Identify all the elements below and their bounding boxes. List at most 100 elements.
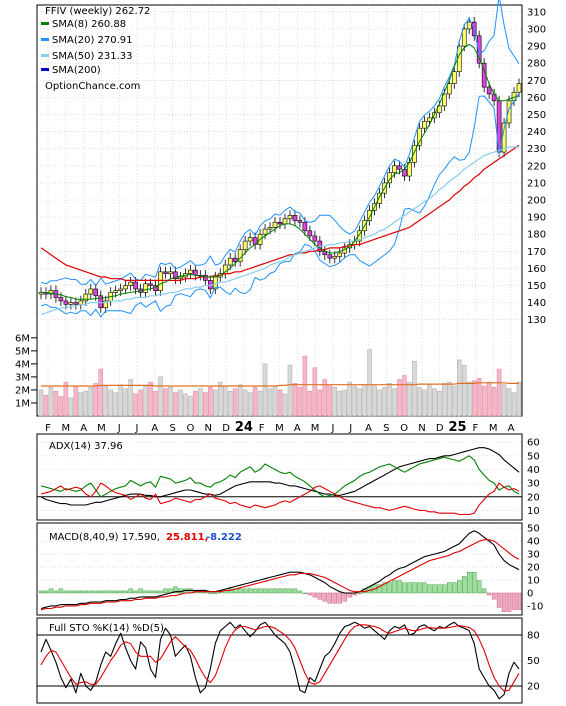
volume-bar-28 bbox=[178, 389, 183, 417]
x-tick-label-6: A bbox=[151, 423, 158, 434]
macd-histogram-bar-6 bbox=[68, 590, 74, 594]
x-tick-label-26: A bbox=[508, 423, 515, 434]
candle-body-31 bbox=[193, 269, 198, 276]
volume-bar-81 bbox=[442, 383, 447, 417]
volume-bar-78 bbox=[427, 384, 432, 417]
volume-bar-64 bbox=[357, 388, 362, 417]
candle-body-59 bbox=[332, 256, 338, 259]
macd-histogram-bar-41 bbox=[242, 588, 248, 594]
candle-body-19 bbox=[133, 281, 138, 290]
sto-layer-tick-label-1: 50 bbox=[527, 656, 540, 667]
volume-bar-16 bbox=[118, 384, 123, 417]
candle-body-21 bbox=[143, 283, 148, 293]
legend-swatch-sma200 bbox=[41, 68, 49, 71]
volume-bar-19 bbox=[133, 393, 138, 417]
x-tick-label-18: A bbox=[365, 423, 372, 434]
adx-title: ADX(14) 37.96 bbox=[49, 441, 123, 452]
volume-bar-51 bbox=[292, 383, 298, 417]
macd-histogram-bar-9 bbox=[83, 590, 89, 594]
volume-bar-96 bbox=[516, 381, 522, 417]
macd-title: MACD(8,40,9) 17.590, bbox=[49, 532, 160, 543]
volume-bar-42 bbox=[247, 392, 253, 417]
candle-body-5 bbox=[63, 300, 69, 305]
volume-bar-4 bbox=[58, 396, 64, 417]
candle-body-54 bbox=[307, 230, 313, 237]
macd-layer-tick-label-5: 40 bbox=[527, 537, 540, 548]
price-y-axis: 130 140 150 160 170 180 190 200 210 220 230 240 250 2… bbox=[527, 7, 546, 326]
candle-body-83 bbox=[451, 71, 457, 84]
volume-tick-label-0: 1M bbox=[15, 398, 30, 409]
x-tick-label-8: O bbox=[187, 423, 195, 434]
candle-body-26 bbox=[168, 271, 173, 274]
volume-bar-85 bbox=[461, 364, 467, 417]
candle-body-76 bbox=[417, 127, 422, 146]
legend-label-sma20: SMA(20) 270.91 bbox=[52, 35, 133, 46]
volume-bar-65 bbox=[362, 384, 367, 417]
macd-histogram-bar-13 bbox=[103, 590, 108, 594]
volume-bar-88 bbox=[476, 377, 482, 417]
volume-bar-91 bbox=[491, 387, 497, 417]
volume-bar-59 bbox=[332, 387, 338, 417]
candle-body-42 bbox=[247, 237, 253, 242]
volume-tick-label-4: 5M bbox=[15, 346, 30, 357]
price-lines bbox=[38, 0, 522, 318]
candle-body-94 bbox=[506, 100, 512, 124]
macd-histogram-bar-10 bbox=[88, 590, 93, 594]
x-tick-label-4: J bbox=[117, 423, 121, 434]
volume-bar-8 bbox=[78, 392, 84, 417]
macd-histogram-bar-7 bbox=[73, 590, 79, 594]
macd-histogram-bar-59 bbox=[332, 592, 337, 604]
macd-histogram-bar-51 bbox=[292, 588, 298, 594]
volume-bar-31 bbox=[193, 390, 198, 417]
macd-histogram-bar-45 bbox=[262, 588, 268, 594]
macd-histogram-bar-40 bbox=[237, 588, 243, 594]
volume-tick-label-3: 4M bbox=[15, 359, 30, 370]
volume-bar-13 bbox=[103, 385, 108, 417]
volume-bar-46 bbox=[267, 388, 273, 417]
candle-body-11 bbox=[93, 288, 99, 297]
macd-histogram-bar-46 bbox=[267, 588, 273, 594]
candle-body-60 bbox=[337, 252, 343, 257]
volume-bar-17 bbox=[123, 388, 128, 417]
candle-body-13 bbox=[103, 300, 109, 309]
macd-histogram-bar-70 bbox=[387, 582, 392, 594]
macd-histogram-bar-5 bbox=[63, 590, 69, 594]
time-x-axis: F M A M J J A S O N D 24 F M A M J J A S O N D 25 F M A bbox=[45, 420, 514, 435]
volume-bar-38 bbox=[227, 390, 233, 417]
candle-body-12 bbox=[98, 295, 104, 309]
macd-histogram-bar-8 bbox=[78, 590, 84, 594]
volume-bar-71 bbox=[392, 388, 397, 417]
x-tick-label-0: F bbox=[45, 423, 51, 434]
volume-bar-73 bbox=[402, 375, 407, 417]
macd-layer-series-0 bbox=[40, 530, 520, 610]
volume-bar-12 bbox=[98, 368, 103, 417]
price-tick-label-12: 250 bbox=[527, 110, 546, 121]
macd-histogram-bar-60 bbox=[337, 592, 342, 604]
x-tick-label-11: 24 bbox=[235, 420, 253, 435]
adx-layer-tick-label-5: 60 bbox=[527, 438, 540, 449]
chart-title: FFIV (weekly) 262.72 bbox=[45, 6, 150, 17]
volume-bar-56 bbox=[317, 389, 323, 417]
candle-body-96 bbox=[516, 83, 522, 93]
price-tick-label-7: 200 bbox=[527, 196, 546, 207]
volume-bar-89 bbox=[481, 385, 487, 417]
volume-bar-84 bbox=[457, 359, 462, 417]
macd-histogram-bar-27 bbox=[173, 586, 178, 594]
adx-lines: 10 20 30 40 50 60 bbox=[37, 438, 540, 517]
macd-histogram-bar-68 bbox=[377, 584, 382, 594]
macd-histogram-bar-11 bbox=[93, 590, 98, 594]
legend-swatch-sma8 bbox=[41, 22, 49, 25]
volume-bar-80 bbox=[437, 390, 442, 417]
candle-body-90 bbox=[486, 86, 492, 95]
volume-bar-39 bbox=[232, 388, 238, 417]
x-tick-label-1: M bbox=[61, 423, 70, 434]
macd-histogram-bar-50 bbox=[287, 588, 293, 594]
macd-histogram-bar-24 bbox=[158, 590, 163, 594]
macd-histogram-bar-80 bbox=[437, 584, 442, 594]
volume-tick-label-1: 2M bbox=[15, 385, 30, 396]
macd-histogram-bar-72 bbox=[397, 580, 402, 594]
price-tick-label-9: 220 bbox=[527, 161, 546, 172]
volume-bar-69 bbox=[382, 387, 387, 417]
volume-bar-44 bbox=[257, 390, 263, 417]
